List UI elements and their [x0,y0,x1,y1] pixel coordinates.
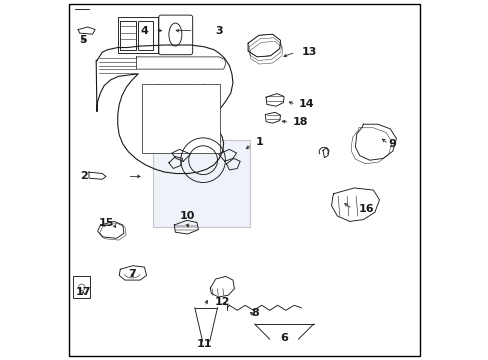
Text: 9: 9 [387,139,395,149]
Bar [118,17,158,53]
Text: 18: 18 [292,117,307,127]
Text: 12: 12 [215,297,230,307]
Text: 1: 1 [255,137,263,147]
Text: 6: 6 [280,333,287,343]
Text: 5: 5 [79,35,87,45]
Bar [137,21,153,50]
Text: 13: 13 [301,47,316,57]
Text: 11: 11 [197,339,212,349]
Bar [73,276,90,298]
Text: 2: 2 [80,171,88,181]
Text: 15: 15 [98,218,114,228]
Text: 3: 3 [215,26,223,36]
Text: 16: 16 [358,204,374,214]
Text: 8: 8 [251,308,259,318]
Text: 17: 17 [75,287,91,297]
Bar [142,84,220,153]
Bar [120,21,136,50]
Text: 10: 10 [179,211,194,221]
Text: 7: 7 [128,269,136,279]
Bar [152,140,249,227]
Text: 14: 14 [298,99,313,109]
Text: 4: 4 [141,26,148,36]
